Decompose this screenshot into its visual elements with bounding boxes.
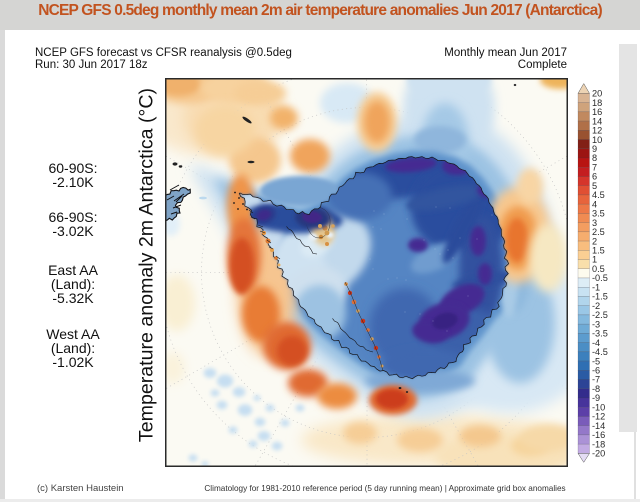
svg-text:-1.5: -1.5 <box>592 292 608 302</box>
svg-text:-2: -2 <box>592 301 600 311</box>
svg-text:-14: -14 <box>592 421 605 431</box>
svg-text:-2.5: -2.5 <box>592 310 608 320</box>
svg-text:14: 14 <box>592 116 602 126</box>
svg-text:20: 20 <box>592 89 602 99</box>
svg-text:-10: -10 <box>592 402 605 412</box>
svg-text:-6: -6 <box>592 366 600 376</box>
svg-text:-4.5: -4.5 <box>592 347 608 357</box>
svg-text:8: 8 <box>592 153 597 163</box>
svg-text:-4: -4 <box>592 338 600 348</box>
svg-text:7: 7 <box>592 162 597 172</box>
svg-text:-0.5: -0.5 <box>592 273 608 283</box>
svg-text:16: 16 <box>592 107 602 117</box>
svg-text:6: 6 <box>592 172 597 182</box>
svg-text:3: 3 <box>592 218 597 228</box>
svg-text:12: 12 <box>592 126 602 136</box>
svg-text:0.5: 0.5 <box>592 264 605 274</box>
svg-text:9: 9 <box>592 144 597 154</box>
svg-text:-7: -7 <box>592 375 600 385</box>
svg-text:-3: -3 <box>592 319 600 329</box>
svg-text:-1: -1 <box>592 282 600 292</box>
svg-text:3.5: 3.5 <box>592 209 605 219</box>
svg-text:2: 2 <box>592 236 597 246</box>
svg-text:2.5: 2.5 <box>592 227 605 237</box>
svg-text:5: 5 <box>592 181 597 191</box>
svg-text:4.5: 4.5 <box>592 190 605 200</box>
svg-text:18: 18 <box>592 98 602 108</box>
svg-text:4: 4 <box>592 199 597 209</box>
svg-text:10: 10 <box>592 135 602 145</box>
svg-text:-9: -9 <box>592 393 600 403</box>
svg-text:-20: -20 <box>592 449 605 459</box>
svg-text:-3.5: -3.5 <box>592 329 608 339</box>
svg-text:-5: -5 <box>592 356 600 366</box>
svg-text:-16: -16 <box>592 430 605 440</box>
svg-text:-12: -12 <box>592 412 605 422</box>
svg-text:1.5: 1.5 <box>592 246 605 256</box>
svg-text:-8: -8 <box>592 384 600 394</box>
svg-text:-18: -18 <box>592 439 605 449</box>
svg-text:1: 1 <box>592 255 597 265</box>
